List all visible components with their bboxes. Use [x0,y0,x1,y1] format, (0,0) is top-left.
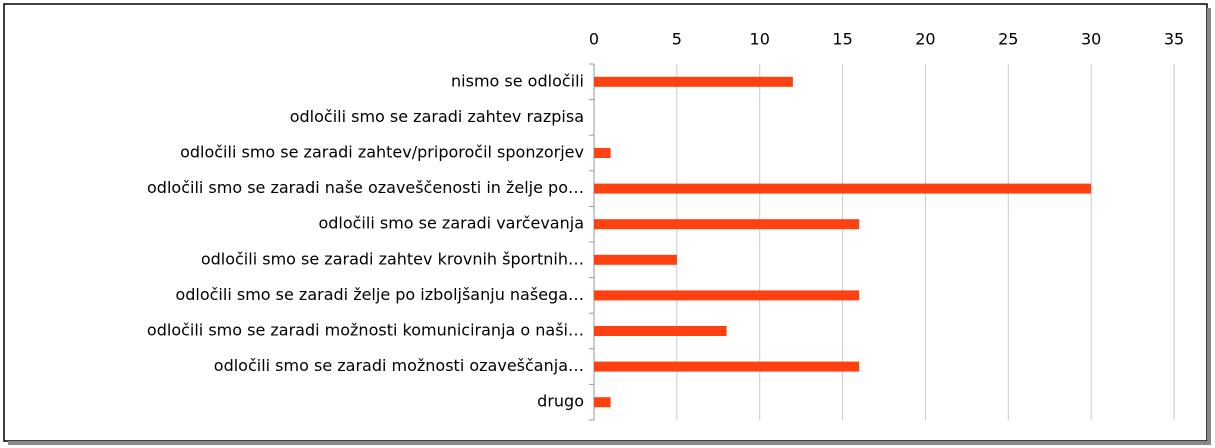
y-tick-label: odločili smo se zaradi možnosti ozavešča… [214,356,584,375]
bar [594,254,677,265]
bar [594,148,611,158]
y-tick-label: drugo [537,392,584,411]
bar [594,76,793,87]
y-tick-label: odločili smo se zaradi zahtev/priporočil… [180,143,584,162]
shadow [1207,8,1211,445]
y-tick-label: nismo se odločili [451,71,584,90]
bar [594,326,727,336]
x-tick-label: 10 [750,30,770,49]
y-tick-label: odločili smo se zaradi naše ozaveščenost… [147,178,584,197]
bar [594,361,860,372]
x-tick-label: 35 [1164,30,1184,49]
y-tick-label: odločili smo se zaradi varčevanja [318,214,584,233]
y-tick-label: odločili smo se zaradi možnosti komunici… [147,321,584,340]
x-tick-label: 25 [998,30,1018,49]
bar [594,219,860,230]
x-tick-label: 0 [589,30,599,49]
bar [594,397,611,408]
x-tick-label: 20 [915,30,935,49]
x-tick-label: 5 [672,30,682,49]
y-tick-label: odločili smo se zaradi zahtev razpisa [290,107,584,126]
x-tick-label: 30 [1081,30,1101,49]
bar [594,290,860,301]
x-tick-label: 15 [832,30,852,49]
shadow [8,441,1211,445]
y-tick-label: odločili smo se zaradi zahtev krovnih šp… [201,249,584,268]
y-tick-label: odločili smo se zaradi želje po izboljša… [175,285,584,304]
bar [594,183,1092,194]
